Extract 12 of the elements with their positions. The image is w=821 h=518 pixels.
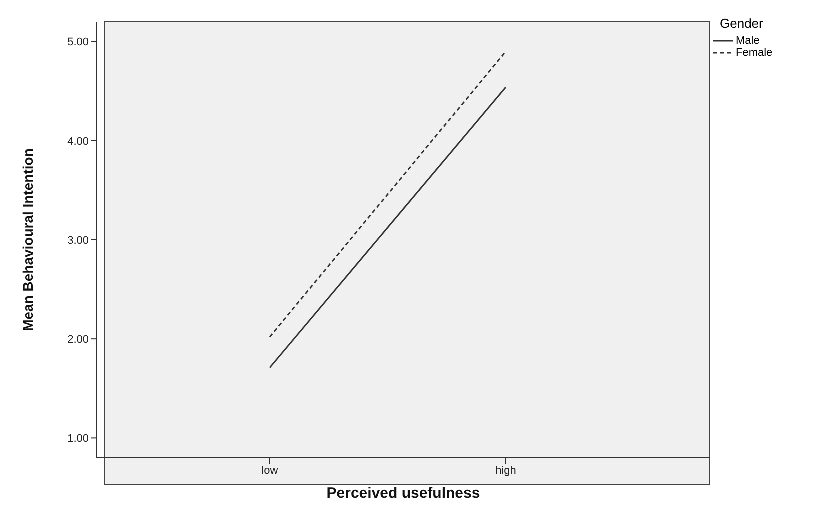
legend-label: Female: [736, 47, 773, 59]
legend-title: Gender: [719, 16, 764, 31]
y-tick-label: 5.00: [68, 36, 89, 49]
y-tick-label: 2.00: [68, 334, 89, 346]
y-axis-title: Mean Behavioural Intention: [20, 148, 36, 332]
y-tick-label: 3.00: [68, 234, 89, 247]
legend-label: Male: [736, 35, 760, 47]
y-tick-label: 1.00: [68, 433, 89, 446]
y-tick-label: 4.00: [68, 136, 89, 148]
x-tick-label: low: [262, 464, 278, 477]
x-axis-title: Perceived usefulness: [326, 485, 480, 502]
x-tick-label: high: [496, 464, 516, 477]
